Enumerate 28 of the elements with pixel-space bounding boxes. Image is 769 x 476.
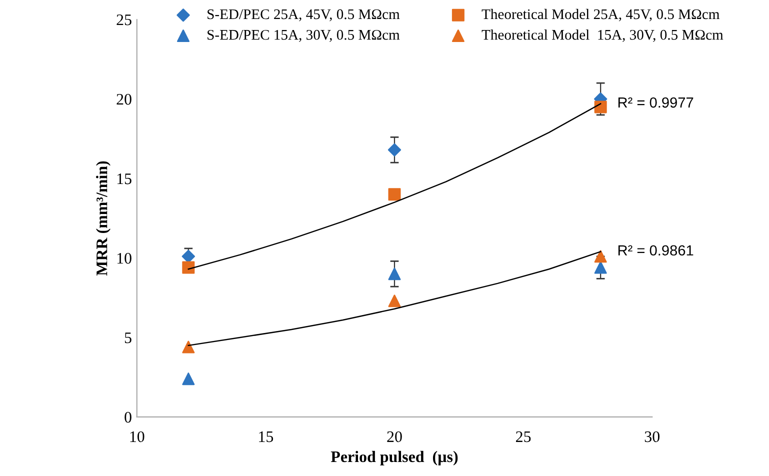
point — [388, 143, 402, 156]
y-tick-label: 10 — [117, 252, 132, 264]
y-tick-label: 5 — [124, 332, 132, 344]
point — [388, 268, 401, 280]
legend-label: S-ED/PEC 15A, 30V, 0.5 MΩcm — [208, 30, 400, 42]
point — [388, 294, 401, 308]
y-tick-label: 0 — [124, 412, 132, 423]
point — [594, 250, 607, 263]
point — [182, 340, 195, 354]
y-tick-label: 15 — [117, 173, 132, 184]
annotation: R² = 0.9977 — [618, 97, 694, 108]
x-tick-label: 30 — [644, 431, 660, 442]
annotation: R² = 0.9861 — [618, 245, 694, 256]
x-tick-label: 25 — [516, 431, 531, 442]
y-tick-label: 20 — [116, 94, 132, 105]
legend-label: Theoretical Model 25A, 45V, 0.5 MΩcm — [482, 8, 720, 22]
x-axis-title: Period pulsed (µs) — [330, 450, 458, 466]
point — [388, 188, 401, 201]
point — [182, 261, 195, 274]
point — [182, 372, 195, 386]
point — [594, 261, 607, 274]
legend-label: Theoretical Model 15A, 30V, 0.5 MΩcm — [482, 29, 724, 42]
x-tick-label: 20 — [387, 431, 402, 442]
y-tick-label: 25 — [116, 14, 132, 26]
point — [594, 100, 607, 114]
x-tick-label: 15 — [259, 431, 274, 442]
legend-label: S-ED/PEC 25A, 45V, 0.5 MΩcm — [208, 9, 400, 22]
y-axis-title: MRR (mm³/min) — [96, 161, 110, 276]
